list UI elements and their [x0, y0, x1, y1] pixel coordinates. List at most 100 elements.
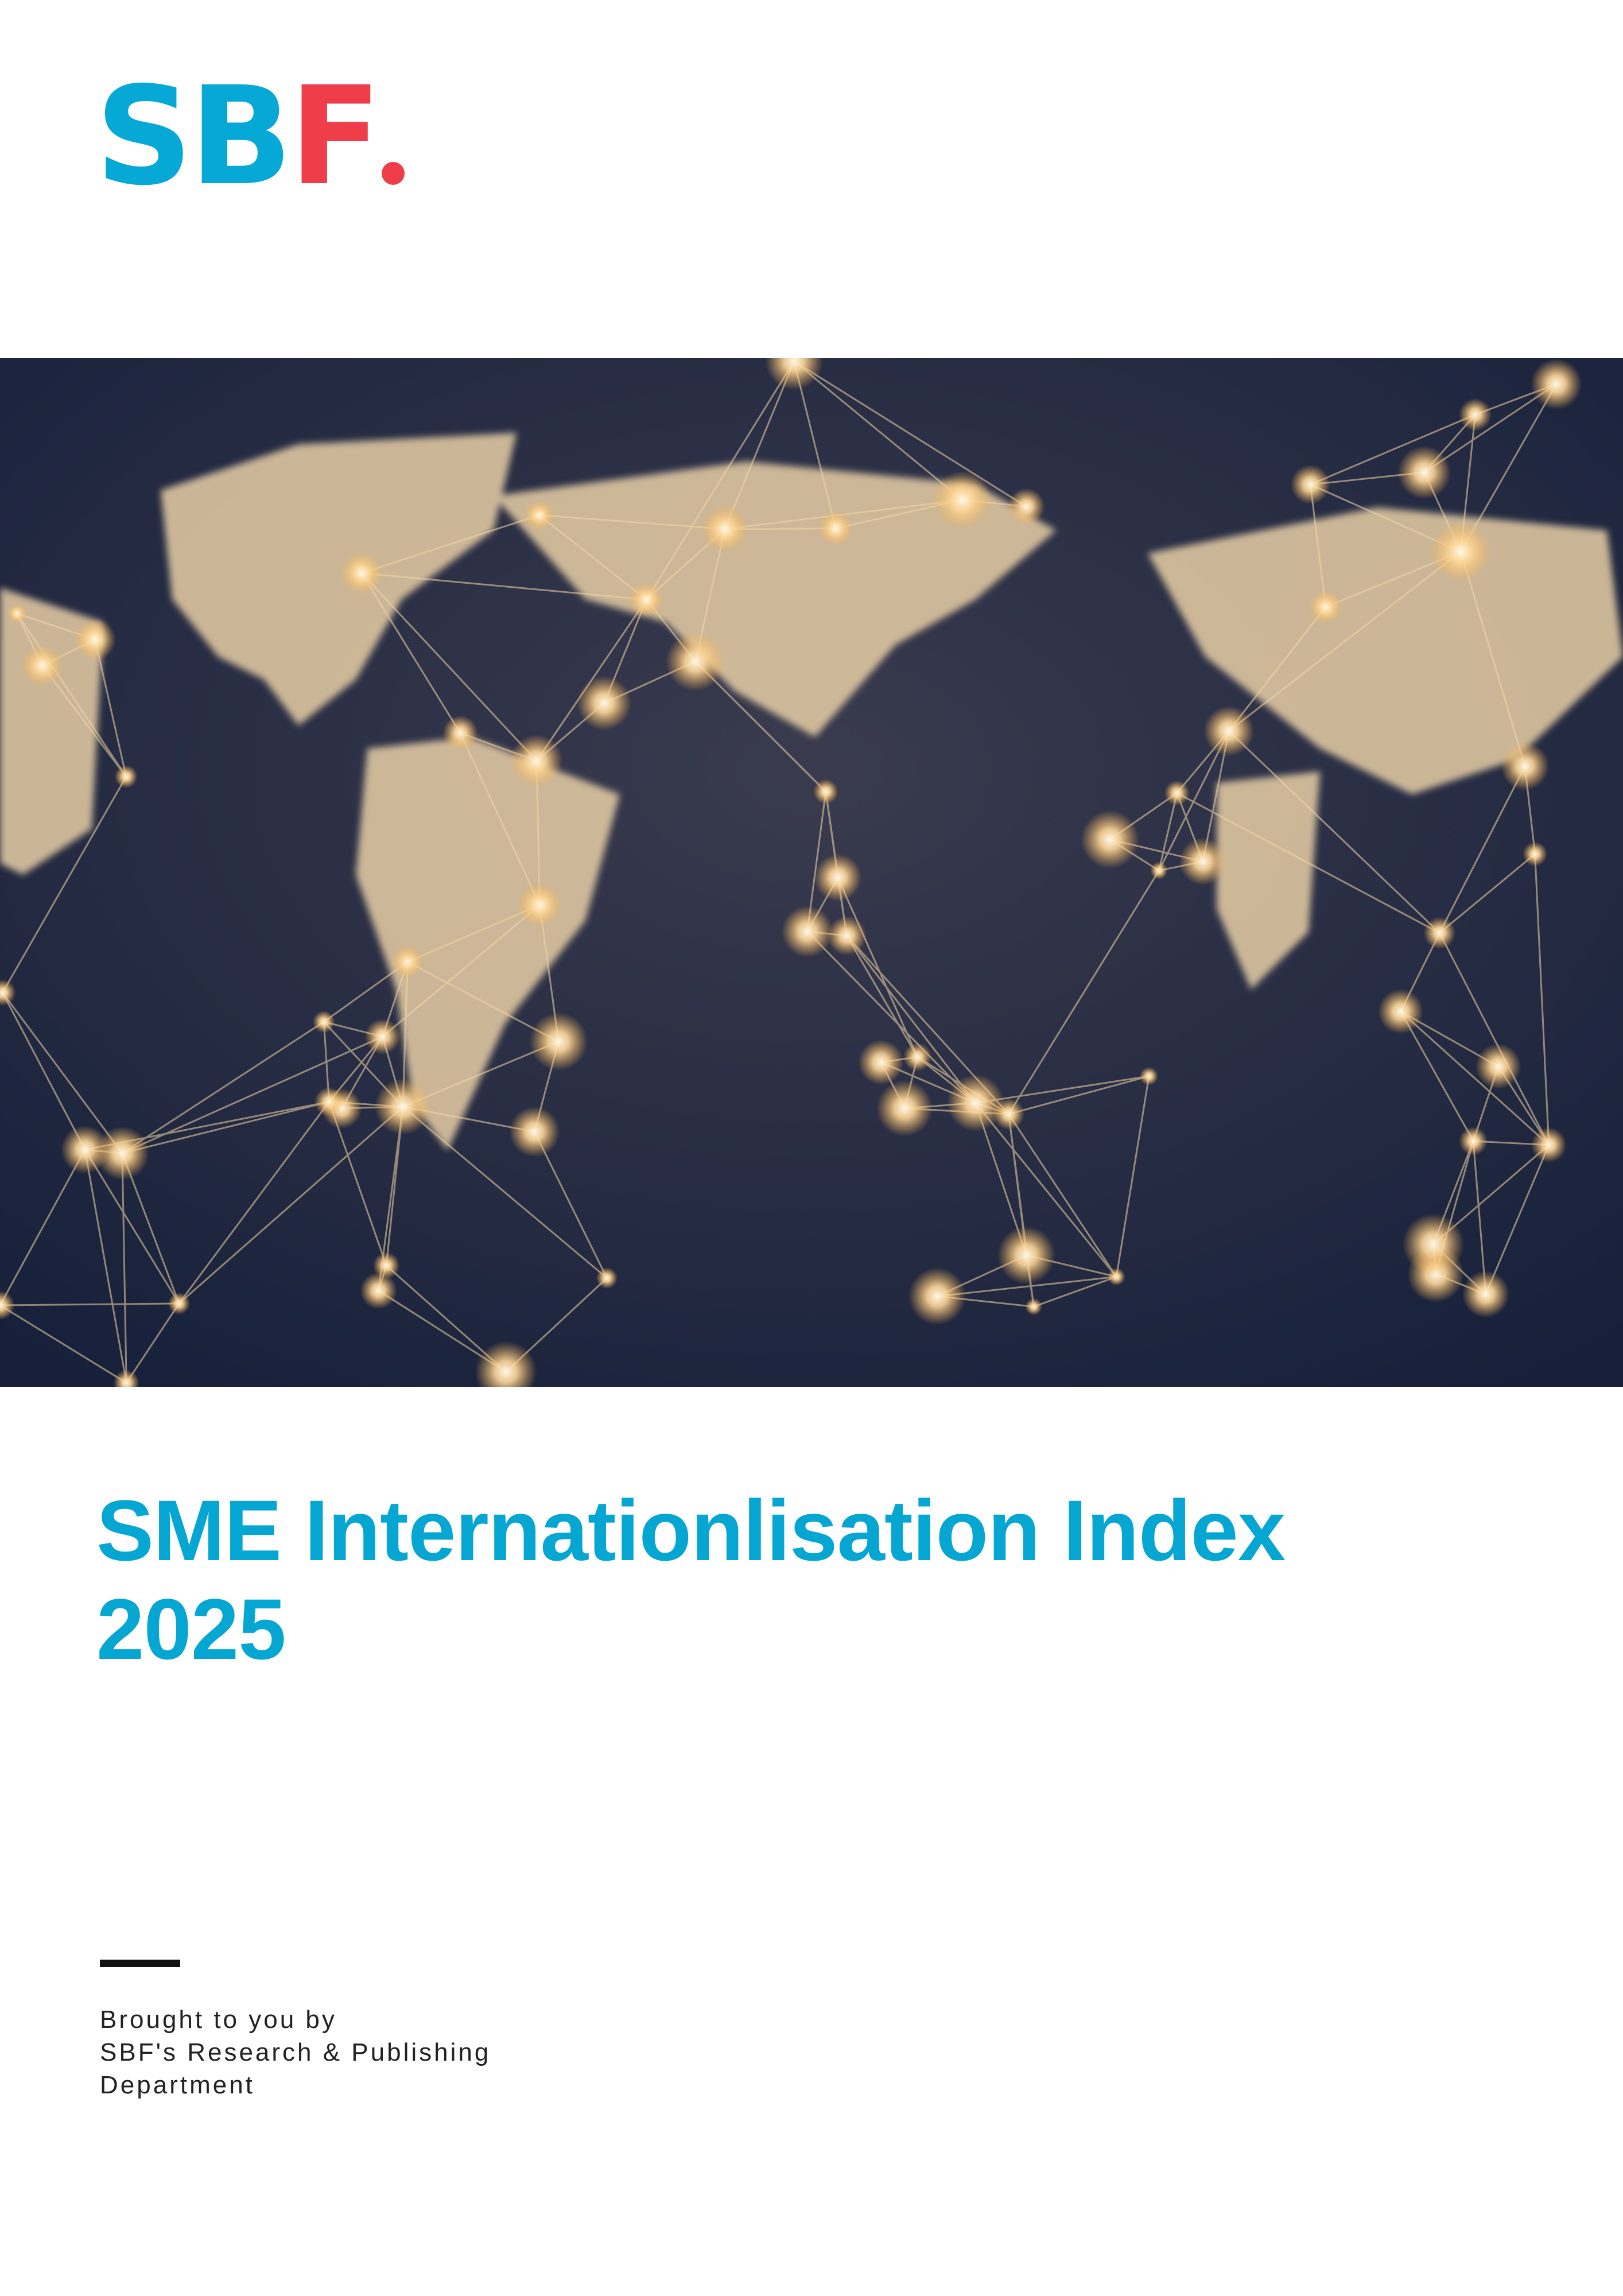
network-node [818, 511, 853, 546]
network-line [837, 877, 918, 1058]
logo-dot [382, 162, 405, 185]
network-line [121, 1153, 127, 1383]
network-node [1290, 464, 1330, 505]
logo-text: F [289, 57, 382, 215]
network-line [126, 1303, 180, 1384]
network-node [391, 945, 424, 978]
network-line [84, 1149, 180, 1304]
network-node [908, 1267, 966, 1325]
network-node [364, 1018, 401, 1055]
network-node [596, 1267, 618, 1289]
network-line [361, 572, 647, 601]
network-line [1439, 853, 1536, 934]
network-node [1025, 1298, 1043, 1316]
network-node [475, 1341, 537, 1387]
network-node [666, 631, 725, 691]
network-line [16, 613, 127, 777]
network-node [1531, 1127, 1567, 1163]
network-node [113, 1370, 140, 1387]
network-node [701, 506, 748, 553]
network-node [1500, 742, 1550, 791]
network-line [793, 360, 1027, 507]
network-node [95, 1126, 149, 1180]
network-line [974, 1102, 1117, 1278]
network-node [946, 1074, 1004, 1132]
network-node [340, 552, 383, 594]
network-line [1310, 413, 1476, 486]
network-line [1033, 1275, 1117, 1308]
network-line [724, 360, 795, 530]
network-node [374, 1078, 432, 1135]
network-line [846, 935, 918, 1058]
network-node [314, 1087, 344, 1117]
network-node [876, 1080, 933, 1137]
network-line [533, 1131, 608, 1279]
network-line [1400, 1011, 1474, 1142]
network-line [1177, 792, 1440, 934]
network-line [1439, 766, 1526, 934]
title-line: 2025 [96, 1581, 286, 1677]
title-line: SME Internationlisation Index [96, 1482, 1286, 1578]
network-line [328, 1101, 387, 1266]
network-line [1228, 730, 1440, 934]
network-line [360, 572, 461, 734]
network-line [1400, 1011, 1550, 1146]
network-line [2, 776, 127, 994]
network-line [937, 1275, 1117, 1297]
credit-line: Brought to you by [100, 2006, 337, 2034]
network-node [1139, 1066, 1159, 1086]
network-node [510, 734, 563, 788]
title: SME Internationlisation Index 2025 [96, 1481, 1286, 1678]
network-line [646, 360, 795, 600]
network-line [806, 930, 976, 1104]
network-line [1439, 932, 1550, 1146]
network-line [2, 992, 86, 1150]
network-line [178, 1106, 403, 1305]
network-node [1459, 1126, 1488, 1155]
network-node [1378, 988, 1423, 1034]
network-node [577, 676, 632, 731]
network-node [0, 1290, 15, 1320]
south-america [356, 737, 620, 1150]
network-line [1309, 484, 1327, 607]
network-node [372, 1252, 400, 1279]
network-line [1008, 1075, 1150, 1115]
network-node [74, 618, 117, 661]
network-line [975, 1075, 1150, 1104]
network-node [997, 1226, 1056, 1285]
network-node [312, 1010, 335, 1033]
africa-east [1217, 771, 1320, 990]
network-line [1158, 793, 1178, 871]
network-line [94, 639, 127, 777]
network-node [1402, 1213, 1465, 1275]
network-node [1309, 590, 1342, 624]
network-node [1475, 1044, 1521, 1089]
network-node [360, 1272, 397, 1309]
network-node [0, 979, 16, 1006]
network-node [781, 905, 833, 957]
credit-line: SBF's Research & Publishing [100, 2038, 491, 2066]
network-node [1397, 445, 1451, 499]
network-line [846, 935, 976, 1104]
network-node [813, 779, 838, 804]
network-node [1203, 705, 1255, 757]
network-nodes [0, 358, 1582, 1387]
network-line [1228, 606, 1326, 732]
network-node [1523, 841, 1548, 867]
network-node [517, 883, 562, 928]
hero-image [0, 358, 1623, 1387]
network-node [1150, 862, 1168, 880]
network-line [1460, 383, 1558, 552]
network-line [1459, 551, 1526, 767]
network-node [114, 765, 138, 789]
network-line [0, 1302, 179, 1306]
network-line [1008, 1114, 1117, 1278]
network-line [323, 961, 409, 1023]
logo: SBF [95, 69, 405, 204]
network-line [122, 1035, 383, 1154]
network-node [827, 916, 867, 956]
network-line [361, 514, 540, 574]
credit-line: Department [100, 2071, 255, 2099]
